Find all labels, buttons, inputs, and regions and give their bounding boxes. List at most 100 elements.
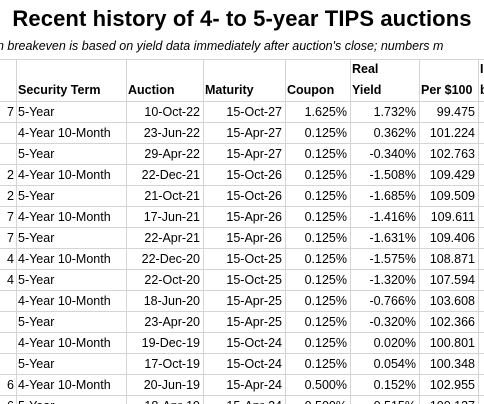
cell-auction-date: 22-Oct-20: [144, 273, 200, 287]
cell-price-per-100: 103.608: [429, 294, 475, 308]
gridline-vertical: [203, 59, 204, 404]
cell-security-term: 4-Year 10-Month: [18, 294, 111, 308]
gridline-vertical: [126, 59, 127, 404]
cell-auction-date: 29-Apr-22: [144, 147, 200, 161]
header-yield: Yield: [352, 83, 382, 97]
cell-real-yield: -1.631%: [369, 231, 416, 245]
cell-maturity-date: 15-Oct-24: [226, 336, 282, 350]
header-cut-top: I: [480, 62, 484, 76]
cell-maturity-date: 15-Oct-26: [226, 189, 282, 203]
cell-security-term: 5-Year: [18, 357, 55, 371]
cell-price-per-100: 101.224: [429, 126, 475, 140]
cell-price-per-100: 100.137: [419, 396, 475, 404]
gridline-vertical: [285, 59, 286, 404]
cell-price-per-100: 107.594: [429, 273, 475, 287]
cell-price-per-100: 109.406: [429, 231, 475, 245]
gridline-horizontal: [0, 185, 484, 186]
cell-maturity-date: 15-Apr-27: [226, 126, 282, 140]
header-auction: Auction: [128, 83, 175, 97]
subtitle-note: n breakeven is based on yield data immed…: [0, 39, 444, 53]
cell-price-per-100: 100.801: [429, 336, 475, 350]
cell-security-term: 4-Year 10-Month: [18, 168, 111, 182]
cell-coupon: 0.125%: [304, 315, 347, 329]
cell-maturity-date: 15-Apr-24: [226, 378, 282, 392]
cell-price-per-100: 99.475: [436, 105, 475, 119]
cell-cut-left: [1, 291, 14, 312]
cell-coupon: 0.500%: [304, 378, 347, 392]
gridline-horizontal: [0, 143, 484, 144]
cell-real-yield: 1.732%: [373, 105, 416, 119]
cell-price-per-100: 102.366: [429, 315, 475, 329]
cell-coupon: 1.625%: [304, 105, 347, 119]
auction-table: Security Term Auction Maturity Coupon Real Yi…: [0, 59, 484, 404]
gridline-horizontal: [0, 353, 484, 354]
gridline-vertical: [478, 59, 479, 404]
cell-cut-left: 7: [7, 105, 14, 119]
cell-real-yield: -1.575%: [369, 252, 416, 266]
cell-maturity-date: 15-Oct-25: [226, 252, 282, 266]
cell-coupon: 0.125%: [304, 336, 347, 350]
cell-real-yield: -1.508%: [369, 168, 416, 182]
gridline-horizontal: [0, 206, 484, 207]
cell-maturity-date: 15-Oct-24: [226, 357, 282, 371]
cell-price-per-100: 109.509: [429, 189, 475, 203]
cell-security-term: 5-Year: [18, 105, 55, 119]
cell-real-yield: 0.362%: [373, 126, 416, 140]
cell-auction-date: 22-Dec-21: [141, 168, 200, 182]
cell-maturity-date: 15-Apr-25: [226, 315, 282, 329]
cell-coupon: 0.125%: [304, 168, 347, 182]
cell-auction-date: 17-Jun-21: [143, 210, 200, 224]
cell-cut-left: [1, 312, 14, 333]
header-coupon: Coupon: [287, 83, 335, 97]
cell-coupon: 0.125%: [304, 231, 347, 245]
cell-real-yield: -0.766%: [369, 294, 416, 308]
cell-coupon: 0.125%: [304, 147, 347, 161]
cell-cut-left: 7: [7, 231, 14, 245]
cell-auction-date: 19-Dec-19: [141, 336, 200, 350]
header-cell: [2, 59, 14, 80]
header-per-100: Per $100: [421, 83, 473, 97]
gridline-vertical: [419, 59, 420, 404]
cell-price-per-100: 108.871: [429, 252, 475, 266]
gridline-horizontal: [0, 395, 484, 396]
cell-security-term: 4-Year 10-Month: [18, 336, 111, 350]
cell-cut-left: [1, 333, 14, 354]
cell-price-per-100: 102.763: [429, 147, 475, 161]
cell-price-per-100: 102.955: [429, 378, 475, 392]
gridline-horizontal: [0, 269, 484, 270]
cell-security-term: 4-Year 10-Month: [18, 210, 111, 224]
cell-security-term: 5-Year: [18, 189, 55, 203]
cell-real-yield: -1.416%: [369, 210, 416, 224]
gridline-horizontal: [0, 227, 484, 228]
cell-auction-date: 21-Oct-21: [144, 189, 200, 203]
page-title: Recent history of 4- to 5-year TIPS auct…: [12, 6, 472, 31]
cell-real-yield: 0.020%: [373, 336, 416, 350]
gridline-vertical: [16, 59, 17, 404]
cell-auction-date: 10-Oct-22: [144, 105, 200, 119]
cell-cut-left: 6: [1, 396, 14, 404]
gridline-horizontal: [0, 59, 484, 60]
cell-maturity-date: 15-Oct-27: [226, 105, 282, 119]
gridline-horizontal: [0, 374, 484, 375]
cell-security-term: 5-Year: [18, 273, 55, 287]
gridline-horizontal: [0, 164, 484, 165]
header-cut-bottom: b: [480, 83, 484, 97]
cell-real-yield: -1.685%: [369, 189, 416, 203]
cell-real-yield: -0.340%: [369, 147, 416, 161]
cell-price-per-100: 100.348: [429, 357, 475, 371]
gridline-horizontal: [0, 290, 484, 291]
cell-auction-date: 17-Oct-19: [144, 357, 200, 371]
cell-price-per-100: 109.611: [430, 210, 475, 224]
cell-security-term: 5-Year: [18, 396, 126, 404]
cell-security-term: 4-Year 10-Month: [18, 252, 111, 266]
cell-coupon: 0.125%: [304, 126, 347, 140]
gridline-horizontal: [0, 122, 484, 123]
cell-coupon: 0.125%: [304, 273, 347, 287]
cell-security-term: 4-Year 10-Month: [18, 378, 111, 392]
cell-auction-date: 22-Dec-20: [141, 252, 200, 266]
cell-coupon: 0.125%: [304, 252, 347, 266]
gridline-horizontal: [0, 332, 484, 333]
cell-coupon: 0.500%: [285, 396, 347, 404]
cell-auction-date: 20-Jun-19: [143, 378, 200, 392]
cell-real-yield: -1.320%: [369, 273, 416, 287]
